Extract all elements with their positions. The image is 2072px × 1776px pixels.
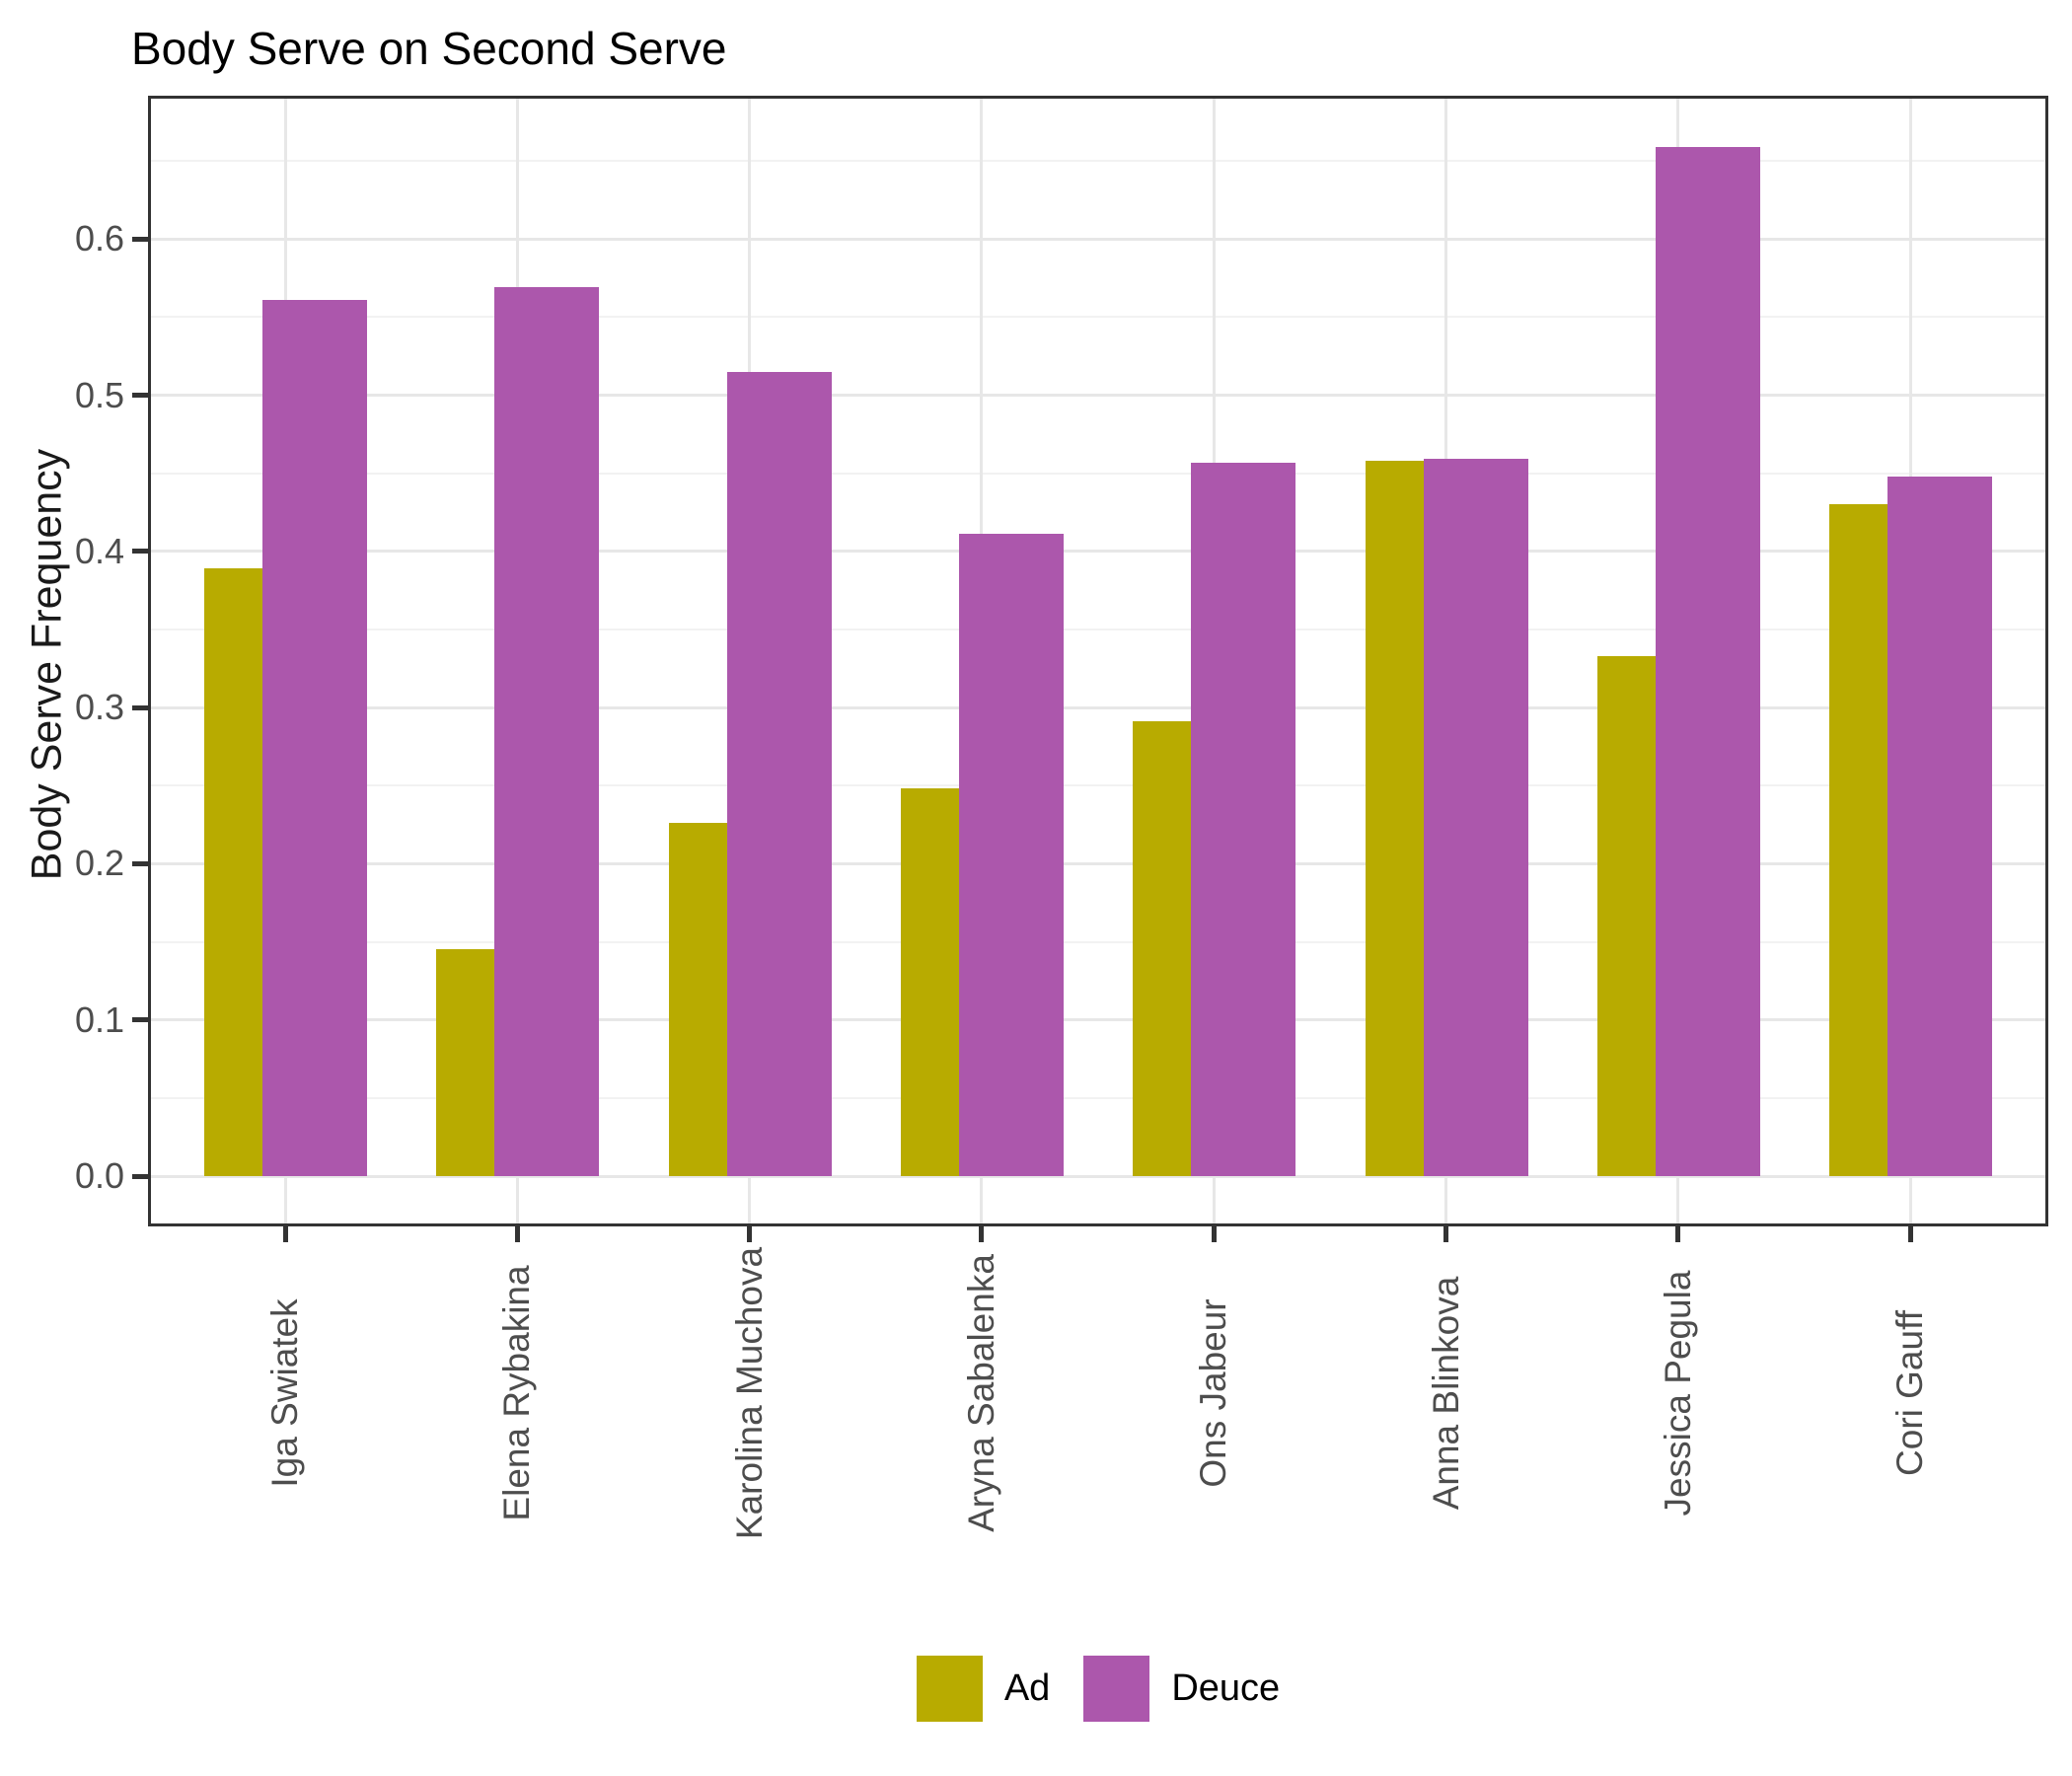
x-tick-label: Iga Swiatek [264,1298,305,1488]
gridline-minor [148,316,2048,319]
gridline-major [148,550,2048,554]
bar-deuce-aryna-sabalenka [958,534,1064,1176]
y-axis-tick [132,393,148,398]
y-tick-label: 0.1 [74,999,124,1040]
x-axis-tick [747,1226,753,1242]
gridline-minor [148,1096,2048,1099]
x-tick-label: Karolina Muchova [728,1246,770,1540]
y-axis-tick [132,549,148,555]
y-axis-tick [132,1173,148,1179]
legend-swatch-deuce [1083,1656,1150,1722]
bar-deuce-cori-gauff [1887,477,1993,1176]
chart-title: Body Serve on Second Serve [131,23,727,74]
bar-deuce-iga-swiatek [262,300,367,1176]
y-axis-tick [132,704,148,710]
y-tick-label: 0.4 [74,530,124,571]
gridline-major [148,1018,2048,1022]
y-axis-tick [132,860,148,866]
bar-deuce-elena-rybakina [494,287,600,1176]
x-axis-tick [514,1226,520,1242]
x-axis-tick [282,1226,288,1242]
y-tick-label: 0.2 [74,843,124,884]
y-tick-label: 0.0 [74,1155,124,1196]
bar-deuce-karolina-muchova [726,372,832,1176]
gridline-minor [148,472,2048,475]
y-axis-title: Body Serve Frequency [23,448,71,881]
y-axis-tick [132,1017,148,1023]
x-axis-tick [1675,1226,1681,1242]
x-tick-label: Elena Rybakina [496,1265,538,1521]
gridline-minor [148,160,2048,163]
gridline-major [148,394,2048,397]
x-tick-label: Jessica Pegula [1657,1270,1698,1517]
x-tick-label: Cori Gauff [1889,1310,1931,1476]
legend-label: Deuce [1171,1667,1281,1709]
x-tick-label: Aryna Sabalenka [960,1254,1001,1532]
x-axis-tick [1907,1226,1913,1242]
x-axis-tick [1443,1226,1448,1242]
gridline-minor [148,784,2048,787]
y-tick-label: 0.5 [74,374,124,415]
bar-deuce-ons-jabeur [1191,463,1296,1176]
gridline-major [148,237,2048,241]
gridline-major [148,1174,2048,1178]
plot-panel [148,96,2048,1226]
x-tick-label: Anna Blinkova [1425,1276,1466,1511]
legend-item-deuce: Deuce [1083,1656,1280,1722]
gridline-minor [148,628,2048,630]
legend-item-ad: Ad [916,1656,1051,1722]
y-tick-label: 0.3 [74,687,124,728]
x-tick-label: Ons Jabeur [1193,1298,1234,1488]
gridline-major [148,861,2048,865]
legend: Ad Deuce [0,1656,2072,1722]
x-axis-tick [979,1226,985,1242]
y-axis-tick [132,236,148,242]
bar-deuce-anna-blinkova [1423,459,1528,1176]
x-axis-tick [1211,1226,1217,1242]
legend-label: Ad [1003,1667,1051,1709]
y-tick-label: 0.6 [74,218,124,259]
legend-swatch-ad [916,1656,983,1722]
bar-deuce-jessica-pegula [1655,147,1760,1176]
gridline-major [148,705,2048,709]
gridline-minor [148,940,2048,943]
